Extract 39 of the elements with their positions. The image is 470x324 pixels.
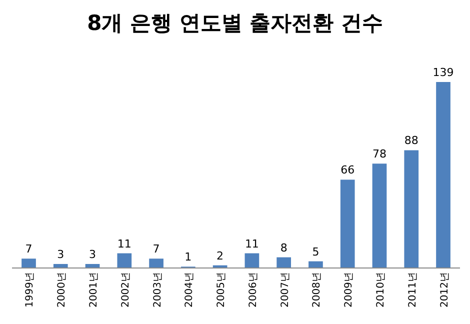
bar <box>436 82 450 268</box>
bar <box>22 258 36 268</box>
bar <box>276 257 292 268</box>
data-label: 11 <box>117 237 132 250</box>
data-label: 3 <box>57 248 64 261</box>
x-tick-label: 2011년 <box>407 272 418 308</box>
data-label: 3 <box>89 248 96 261</box>
data-label: 78 <box>372 148 386 161</box>
x-tick-label: 2003년 <box>152 272 164 308</box>
bar <box>117 253 132 268</box>
data-label: 139 <box>432 66 454 79</box>
x-tick-label: 1999년 <box>24 272 36 308</box>
bar <box>149 258 164 268</box>
bar <box>372 164 387 268</box>
data-label: 11 <box>244 237 259 250</box>
x-tick-label: 2001년 <box>88 272 100 308</box>
bar <box>404 150 419 268</box>
x-tick-label: 2004년 <box>184 272 196 308</box>
data-label: 88 <box>404 134 418 148</box>
data-label: 8 <box>280 241 288 254</box>
x-tick-label: 2008년 <box>312 272 323 308</box>
x-tick-label: 2012년 <box>439 272 450 308</box>
x-tick-label: 2005년 <box>216 272 228 308</box>
x-tick-label: 2002년 <box>120 272 132 308</box>
x-tick-label: 2010년 <box>375 272 386 308</box>
bar <box>340 180 355 268</box>
data-label: 7 <box>25 242 32 256</box>
x-tick-label: 2007년 <box>280 272 291 308</box>
x-tick-label: 2006년 <box>248 272 259 308</box>
bar <box>308 261 323 268</box>
data-label: 5 <box>312 245 320 258</box>
x-tick-label: 2000년 <box>56 272 68 308</box>
data-label: 7 <box>152 242 160 256</box>
data-label: 2 <box>216 249 224 262</box>
data-label: 1 <box>184 250 192 264</box>
bar <box>244 253 260 268</box>
x-tick-label: 2009년 <box>344 272 355 308</box>
chart-title: 8개 은행 연도별 출자전환 건수 <box>87 11 383 35</box>
data-label: 66 <box>340 164 355 177</box>
